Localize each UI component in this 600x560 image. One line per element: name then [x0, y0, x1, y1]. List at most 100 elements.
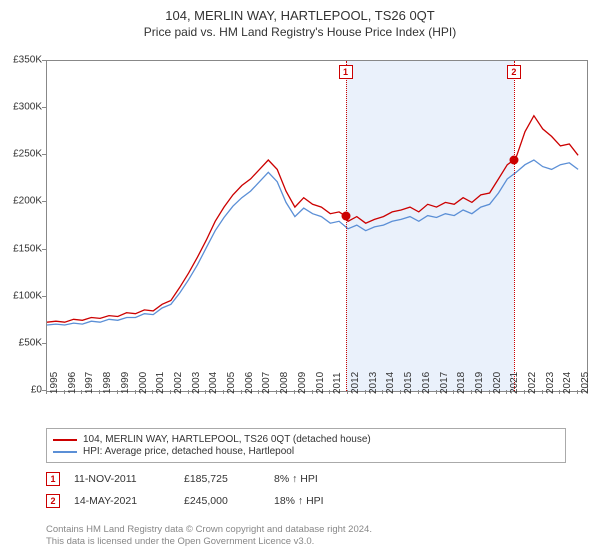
x-tick: [223, 390, 224, 394]
x-tick-label: 2021: [509, 372, 520, 394]
chart-container: 104, MERLIN WAY, HARTLEPOOL, TS26 0QT Pr…: [0, 0, 600, 560]
legend-label: 104, MERLIN WAY, HARTLEPOOL, TS26 0QT (d…: [83, 434, 371, 445]
y-tick: [42, 60, 46, 61]
x-tick: [294, 390, 295, 394]
x-tick: [99, 390, 100, 394]
sale-diff: 8% ↑ HPI: [274, 473, 364, 485]
y-tick-label: £200K: [13, 196, 42, 207]
marker-box-2: 2: [507, 65, 521, 79]
titles: 104, MERLIN WAY, HARTLEPOOL, TS26 0QT Pr…: [0, 0, 600, 39]
x-tick-label: 2025: [580, 372, 591, 394]
x-tick-label: 2012: [350, 372, 361, 394]
title-subtitle: Price paid vs. HM Land Registry's House …: [0, 25, 600, 39]
x-tick-label: 1996: [67, 372, 78, 394]
sale-marker-1: 1: [46, 472, 60, 486]
x-tick: [400, 390, 401, 394]
x-tick: [506, 390, 507, 394]
title-address: 104, MERLIN WAY, HARTLEPOOL, TS26 0QT: [0, 8, 600, 23]
x-tick-label: 2018: [456, 372, 467, 394]
x-tick-label: 2017: [439, 372, 450, 394]
legend-box: 104, MERLIN WAY, HARTLEPOOL, TS26 0QT (d…: [46, 428, 566, 463]
x-tick: [276, 390, 277, 394]
x-tick-label: 2005: [226, 372, 237, 394]
y-tick: [42, 296, 46, 297]
x-tick: [135, 390, 136, 394]
x-tick-label: 2008: [279, 372, 290, 394]
sale-date: 14-MAY-2021: [74, 495, 184, 507]
x-tick: [382, 390, 383, 394]
marker-line-2: [514, 61, 515, 391]
legend-label: HPI: Average price, detached house, Hart…: [83, 446, 294, 457]
x-tick: [365, 390, 366, 394]
x-tick: [436, 390, 437, 394]
x-tick: [188, 390, 189, 394]
x-tick: [453, 390, 454, 394]
y-tick: [42, 154, 46, 155]
legend-swatch: [53, 439, 77, 441]
x-tick-label: 2002: [173, 372, 184, 394]
x-tick-label: 2013: [368, 372, 379, 394]
chart-svg: [47, 61, 587, 391]
plot-area: 12: [46, 60, 588, 392]
y-tick-label: £350K: [13, 55, 42, 66]
x-tick-label: 2000: [138, 372, 149, 394]
x-tick-label: 2020: [492, 372, 503, 394]
footer-line1: Contains HM Land Registry data © Crown c…: [46, 524, 372, 536]
sale-date: 11-NOV-2011: [74, 473, 184, 485]
x-tick: [205, 390, 206, 394]
x-tick-label: 2015: [403, 372, 414, 394]
legend-item: HPI: Average price, detached house, Hart…: [53, 446, 559, 457]
marker-dot-2: [509, 156, 518, 165]
marker-dot-1: [341, 211, 350, 220]
x-tick: [64, 390, 65, 394]
x-tick-label: 1997: [84, 372, 95, 394]
x-tick: [559, 390, 560, 394]
y-tick-label: £300K: [13, 102, 42, 113]
x-tick: [471, 390, 472, 394]
x-tick-label: 2009: [297, 372, 308, 394]
x-tick-label: 2016: [421, 372, 432, 394]
sale-price: £245,000: [184, 495, 274, 507]
x-tick: [81, 390, 82, 394]
x-tick: [577, 390, 578, 394]
sale-diff: 18% ↑ HPI: [274, 495, 364, 507]
sale-row-2: 2 14-MAY-2021£245,00018% ↑ HPI: [46, 494, 364, 508]
x-tick: [152, 390, 153, 394]
marker-box-1: 1: [339, 65, 353, 79]
legend-swatch: [53, 451, 77, 453]
footer-text: Contains HM Land Registry data © Crown c…: [46, 524, 372, 549]
x-tick: [542, 390, 543, 394]
y-tick-label: £100K: [13, 290, 42, 301]
x-tick: [418, 390, 419, 394]
x-tick: [347, 390, 348, 394]
x-tick-label: 2024: [562, 372, 573, 394]
x-tick-label: 2007: [261, 372, 272, 394]
y-tick-label: £150K: [13, 243, 42, 254]
sale-marker-2: 2: [46, 494, 60, 508]
chart-area: 12 £0£50K£100K£150K£200K£250K£300K£350K …: [46, 60, 586, 390]
x-tick: [489, 390, 490, 394]
x-tick-label: 2014: [385, 372, 396, 394]
y-tick: [42, 201, 46, 202]
x-tick: [258, 390, 259, 394]
y-tick-label: £0: [31, 385, 42, 396]
y-tick: [42, 343, 46, 344]
series-property: [47, 116, 578, 323]
x-tick-label: 2006: [244, 372, 255, 394]
x-tick-label: 2010: [315, 372, 326, 394]
x-tick-label: 1995: [49, 372, 60, 394]
y-tick: [42, 249, 46, 250]
y-tick-label: £50K: [19, 337, 42, 348]
x-tick: [46, 390, 47, 394]
x-tick-label: 2011: [332, 372, 343, 394]
x-tick-label: 1999: [120, 372, 131, 394]
series-hpi: [47, 160, 578, 325]
y-tick-label: £250K: [13, 149, 42, 160]
x-tick-label: 2001: [155, 372, 166, 394]
x-tick-label: 2003: [191, 372, 202, 394]
x-tick: [170, 390, 171, 394]
legend-item: 104, MERLIN WAY, HARTLEPOOL, TS26 0QT (d…: [53, 434, 559, 445]
x-tick: [312, 390, 313, 394]
sale-price: £185,725: [184, 473, 274, 485]
x-tick-label: 2004: [208, 372, 219, 394]
